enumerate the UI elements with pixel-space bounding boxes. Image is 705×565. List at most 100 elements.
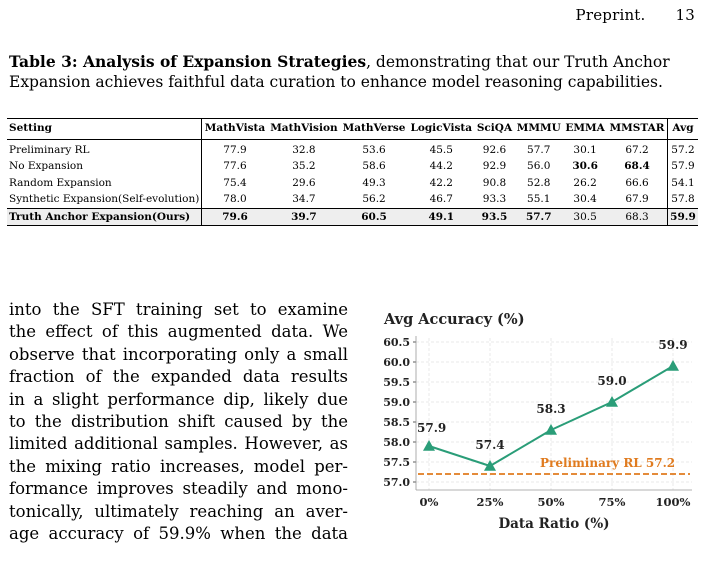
cell: 44.2 — [429, 160, 453, 172]
page-header: Preprint. 13 — [576, 6, 695, 24]
table-header-row: Setting MathVista MathVision MathVerse L… — [7, 118, 698, 140]
y-tick-label: 60.5 — [383, 336, 410, 349]
data-point — [606, 396, 618, 407]
cell: No Expansion — [7, 158, 203, 175]
cell: 60.5 — [340, 207, 408, 226]
y-tick-label: 57.0 — [383, 476, 410, 489]
cell: 54.1 — [671, 176, 695, 189]
data-label: 58.3 — [536, 402, 565, 416]
y-tick-label: 59.5 — [383, 376, 410, 389]
preprint-label: Preprint. — [575, 6, 646, 24]
y-tick-label: 58.0 — [383, 436, 410, 449]
col-header: Avg — [667, 118, 698, 140]
cell: 57.7 — [514, 207, 564, 226]
cell: 52.8 — [527, 176, 551, 189]
x-axis-label: Data Ratio (%) — [498, 516, 609, 532]
cell: 79.6 — [201, 207, 268, 226]
x-tick-label: 25% — [477, 495, 504, 509]
data-point — [667, 360, 679, 371]
cell: 92.9 — [482, 160, 507, 172]
cell: 46.7 — [429, 193, 453, 205]
col-header: MMSTAR — [607, 118, 668, 140]
cell: 78.0 — [223, 193, 247, 205]
data-label: 57.9 — [417, 421, 446, 435]
cell: 67.2 — [607, 139, 668, 158]
reference-label: Preliminary RL 57.2 — [540, 456, 675, 470]
text-line: limited additional samples. However, as — [9, 434, 348, 454]
text-line: fraction of the expanded data results — [9, 367, 348, 387]
table-caption: Table 3: Analysis of Expansion Strategie… — [9, 52, 699, 92]
col-header: MathVision — [267, 118, 341, 140]
table-row: Random Expansion 75.4 29.6 49.3 42.2 90.… — [7, 174, 698, 191]
y-tick-label: 60.0 — [383, 356, 410, 369]
data-label: 59.0 — [597, 374, 626, 388]
col-header: MathVista — [201, 118, 268, 140]
cell: 30.4 — [573, 193, 597, 205]
cell: 26.2 — [573, 176, 597, 189]
text-line: in a slight performance dip, likely due — [9, 389, 348, 409]
cell: 49.1 — [407, 207, 475, 226]
cell: 66.6 — [607, 174, 668, 191]
cell: 90.8 — [482, 176, 507, 189]
col-header: EMMA — [563, 118, 608, 140]
data-label: 57.4 — [475, 438, 504, 452]
col-header: SciQA — [474, 118, 515, 140]
caption-title: Table 3: Analysis of Expansion Strategie… — [9, 52, 367, 71]
y-tick-label: 58.5 — [383, 416, 410, 429]
cell: 57.9 — [671, 160, 695, 172]
cell: 77.9 — [223, 143, 247, 156]
cell: 53.6 — [362, 143, 386, 156]
text-line: to the distribution shift caused by the — [9, 412, 348, 432]
cell: Random Expansion — [7, 174, 203, 191]
table-row: Synthetic Expansion(Self-evolution) 78.0… — [7, 191, 698, 208]
data-label: 59.9 — [658, 338, 687, 352]
x-tick-label: 100% — [656, 495, 691, 509]
caption-text: , demonstrating that our Truth Anchor Ex… — [9, 53, 670, 91]
cell: 77.6 — [223, 160, 247, 172]
cell: 92.6 — [482, 143, 507, 156]
cell: 75.4 — [223, 176, 247, 189]
text-line: age accuracy of 59.9% when the data — [9, 524, 348, 544]
cell: 57.2 — [671, 143, 695, 156]
table-row: No Expansion 77.6 35.2 58.6 44.2 92.9 56… — [7, 158, 698, 175]
cell: 58.6 — [362, 160, 386, 172]
cell: Preliminary RL — [7, 139, 203, 158]
text-line: observe that incorporating only a small — [9, 344, 348, 364]
text-line: tonically, ultimately reaching an aver- — [9, 501, 348, 521]
cell: 68.3 — [607, 207, 668, 226]
cell: 30.5 — [563, 207, 608, 226]
cell: Truth Anchor Expansion(Ours) — [7, 207, 203, 226]
text-line: the effect of this augmented data. We — [9, 322, 348, 342]
chart-title: Avg Accuracy (%) — [383, 311, 525, 328]
cell: 30.1 — [573, 143, 597, 156]
cell: 45.5 — [429, 143, 453, 156]
col-header: LogicVista — [407, 118, 475, 140]
x-tick-label: 75% — [599, 495, 626, 509]
page-number: 13 — [675, 6, 695, 24]
text-line: formance improves steadily and mono- — [9, 479, 348, 499]
cell: 30.6 — [572, 160, 598, 172]
y-tick-label: 57.5 — [383, 456, 410, 469]
body-paragraph: into the SFT training set to examine the… — [9, 299, 348, 545]
col-header: Setting — [7, 118, 203, 140]
cell: 93.3 — [482, 193, 507, 205]
cell: 29.6 — [292, 176, 316, 189]
table-row: Truth Anchor Expansion(Ours) 79.6 39.7 6… — [7, 207, 698, 226]
cell: 42.2 — [429, 176, 453, 189]
cell: 57.8 — [671, 193, 695, 205]
col-header: MathVerse — [340, 118, 408, 140]
x-tick-label: 0% — [420, 495, 439, 509]
cell: 49.3 — [362, 176, 386, 189]
results-table: Setting MathVista MathVision MathVerse L… — [7, 118, 698, 226]
cell: 55.1 — [527, 193, 551, 205]
data-point — [423, 440, 435, 451]
cell: 56.2 — [362, 193, 386, 205]
cell: 93.5 — [474, 207, 515, 226]
y-tick-label: 59.0 — [383, 396, 410, 409]
x-tick-label: 50% — [538, 495, 565, 509]
cell: 35.2 — [292, 160, 316, 172]
text-line: into the SFT training set to examine — [9, 300, 348, 319]
cell: 57.7 — [527, 143, 551, 156]
cell: 39.7 — [267, 207, 341, 226]
cell: 67.9 — [607, 191, 668, 208]
